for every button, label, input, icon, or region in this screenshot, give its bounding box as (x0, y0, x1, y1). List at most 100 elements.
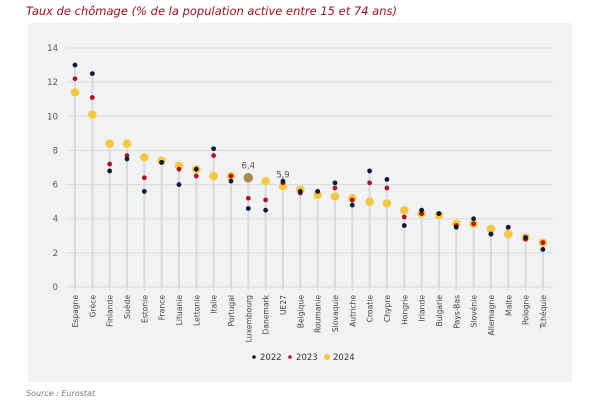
y-tick-label: 4 (53, 215, 58, 225)
point-2022 (315, 189, 321, 194)
point-2022 (297, 189, 303, 194)
point-2023 (384, 185, 390, 191)
x-tick-label: Estonie (140, 295, 149, 323)
point-2022 (401, 223, 407, 228)
annotations: 6,4 5,9 (242, 162, 290, 181)
x-tick-label: Roumanie (314, 295, 323, 333)
point-2022 (159, 159, 165, 165)
point-2022 (540, 247, 546, 252)
point-2022 (72, 62, 78, 68)
point-2022 (141, 189, 147, 194)
point-2023 (176, 166, 182, 172)
data-label: 5,9 (276, 170, 290, 180)
x-tick-label: Espagne (71, 295, 80, 328)
point-2022 (280, 178, 286, 184)
point-2023 (211, 153, 217, 158)
x-tick-label: Pologne (522, 295, 531, 325)
point-2022 (349, 202, 355, 208)
point-2022 (193, 166, 199, 172)
x-tick-label: Lituanie (175, 295, 184, 326)
y-tick-label: 0 (53, 283, 58, 293)
x-tick-label: Italie (210, 295, 219, 314)
legend-item-2022: 2022 (252, 353, 282, 363)
legend-item-2023: 2023 (288, 353, 318, 363)
point-2024 (399, 205, 410, 216)
x-tick-label: Allemagne (487, 295, 496, 336)
point-2022 (263, 207, 269, 213)
x-tick-label: Slovaquie (331, 295, 340, 332)
point-2023 (471, 221, 476, 227)
legend-label: 2022 (260, 353, 282, 363)
y-tick-label: 2 (53, 249, 58, 259)
chart-title: Taux de chômage (% de la population acti… (26, 4, 397, 18)
point-2024 (260, 176, 271, 187)
point-2023 (72, 76, 78, 82)
point-2022 (228, 178, 234, 184)
point-2023 (349, 197, 355, 203)
point-2024 (243, 172, 254, 184)
point-2023 (107, 161, 113, 167)
point-2024 (330, 191, 340, 202)
x-tick-label: Irlande (418, 295, 427, 322)
point-2024 (70, 87, 80, 98)
point-2023 (228, 173, 234, 179)
legend-marker (252, 355, 256, 359)
point-2023 (141, 175, 147, 181)
x-tick-label: Slovénie (470, 295, 479, 328)
point-2024 (208, 171, 219, 181)
x-tick-label: Luxembourg (244, 295, 253, 343)
x-tick-labels: Espagne Grèce Finlande Suède Estonie France Li… (71, 294, 548, 342)
legend-marker (288, 355, 292, 359)
point-2022 (384, 177, 390, 182)
data-points (70, 62, 548, 252)
point-2024 (503, 229, 514, 239)
legend: 2022 2023 2024 (252, 353, 355, 363)
point-2023 (89, 95, 95, 100)
x-tick-label: Chypre (383, 295, 392, 322)
point-2024 (122, 138, 132, 149)
point-2023 (245, 195, 251, 201)
point-2022 (107, 168, 113, 174)
legend-marker (324, 354, 330, 360)
point-2024 (87, 109, 98, 120)
grid-lines (66, 47, 553, 288)
point-2022 (245, 206, 251, 211)
point-2023 (193, 173, 199, 179)
x-tick-label: Hongrie (400, 295, 409, 325)
point-2022 (367, 168, 373, 174)
x-tick-label: Malte (504, 295, 513, 316)
point-2023 (263, 197, 269, 203)
legend-label: 2023 (296, 353, 318, 363)
x-tick-label: Lettonie (192, 295, 201, 326)
point-2022 (176, 182, 182, 187)
point-2022 (523, 235, 528, 240)
legend-item-2024: 2024 (324, 353, 355, 363)
point-2023 (124, 153, 130, 158)
x-tick-label: Finlande (106, 295, 115, 327)
x-tick-label: Tchéquie (539, 295, 548, 330)
x-tick-label: Pays-Bas (452, 295, 461, 329)
y-tick-label: 6 (53, 181, 58, 191)
data-label: 6,4 (242, 162, 256, 172)
point-2022 (211, 146, 217, 152)
x-tick-label: UE27 (279, 295, 288, 315)
x-tick-label: France (158, 295, 167, 321)
y-tick-label: 14 (47, 44, 58, 54)
point-2023 (332, 185, 338, 191)
x-tick-label: Belgique (296, 295, 305, 329)
point-2022 (436, 211, 442, 216)
x-tick-label: Croatie (366, 295, 375, 323)
point-2023 (367, 180, 373, 186)
point-2022 (89, 71, 95, 77)
point-2024 (139, 152, 150, 163)
point-2022 (419, 207, 424, 213)
x-tick-label: Suède (123, 295, 132, 319)
x-tick-label: Portugal (227, 295, 236, 326)
point-2024 (104, 138, 115, 149)
point-2023 (540, 240, 546, 246)
point-2022 (453, 224, 459, 230)
y-tick-label: 10 (47, 112, 58, 122)
x-tick-label: Grèce (88, 295, 97, 318)
point-2022 (488, 231, 494, 237)
